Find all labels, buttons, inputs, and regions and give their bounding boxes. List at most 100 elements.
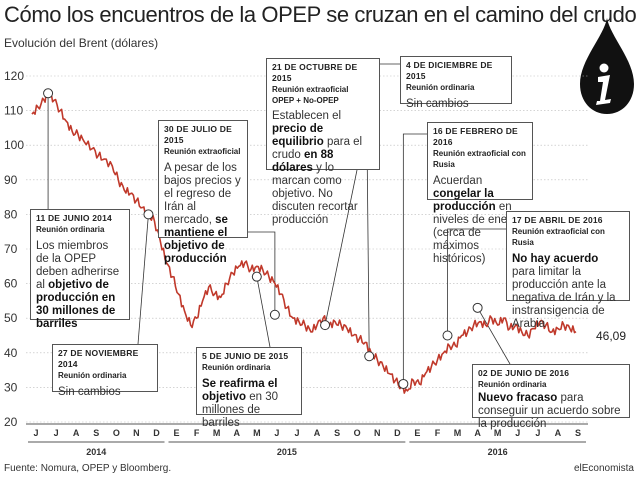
annotation-type: Reunión ordinaria xyxy=(58,371,127,380)
x-month-label: F xyxy=(435,428,441,438)
x-month-label: S xyxy=(334,428,340,438)
annotation-text: Sin cambios xyxy=(406,98,469,110)
annotation-text: No hay acuerdo para limitar la producció… xyxy=(512,253,616,330)
event-marker xyxy=(251,271,262,282)
annotation-text: Se reafirma el objetivo en 30 millones d… xyxy=(202,378,279,429)
chart-subtitle: Evolución del Brent (dólares) xyxy=(4,36,159,50)
x-year-label: 2014 xyxy=(86,447,106,457)
x-year-label: 2016 xyxy=(488,447,508,457)
annotation-date: 30 DE JULIO DE 2015 xyxy=(164,124,232,145)
annotation-2016-06-02: 02 DE JUNIO DE 2016 Reunión ordinaria Nu… xyxy=(472,364,630,430)
brand-logo-text: elEconomista xyxy=(573,463,634,474)
y-axis-ticks: 20 30 40 50 60 70 80 90 100 110 120 xyxy=(4,69,24,429)
x-month-label: J xyxy=(535,428,540,438)
event-marker xyxy=(364,351,375,362)
x-month-label: F xyxy=(194,428,200,438)
y-tick-label: 90 xyxy=(4,173,18,187)
annotation-date: 21 DE OCTUBRE DE 2015 xyxy=(272,62,358,83)
x-month-label: J xyxy=(54,428,59,438)
y-tick-label: 80 xyxy=(4,207,18,221)
annotation-2014-11-27: 27 DE NOVIEMBRE 2014 Reunión ordinaria S… xyxy=(52,344,158,398)
annotation-text: Nuevo fracaso para conseguir un acuerdo … xyxy=(478,392,621,430)
leader-line xyxy=(402,133,427,384)
event-marker xyxy=(442,330,453,341)
x-month-label: N xyxy=(374,428,381,438)
event-marker xyxy=(43,88,54,99)
annotation-date: 02 DE JUNIO DE 2016 xyxy=(478,368,570,378)
event-markers xyxy=(43,88,483,389)
annotation-2015-07-30: 30 DE JULIO DE 2015 Reunión extraoficial… xyxy=(158,120,248,265)
y-tick-label: 40 xyxy=(4,346,18,360)
annotation-2016-04-17: 17 DE ABRIL DE 2016 Reunión extraoficial… xyxy=(506,211,630,330)
event-marker xyxy=(398,378,409,389)
x-month-label: M xyxy=(454,428,462,438)
x-month-label: M xyxy=(253,428,261,438)
annotation-type: Reunión extraoficial xyxy=(164,147,241,156)
annotation-2015-10-21: 21 DE OCTUBRE DE 2015 Reunión extraofici… xyxy=(266,58,380,226)
x-month-label: E xyxy=(174,428,180,438)
leader-line xyxy=(256,276,271,348)
annotation-date: 11 DE JUNIO 2014 xyxy=(36,213,112,223)
annotation-type: Reunión extraoficial con Rusia xyxy=(433,149,526,169)
page-title: Cómo los encuentros de la OPEP se cruzan… xyxy=(4,2,637,27)
x-month-label: S xyxy=(575,428,581,438)
annotation-text: Acuerdan congelar la producción en nivel… xyxy=(433,175,518,265)
annotation-date: 27 DE NOVIEMBRE 2014 xyxy=(58,348,139,369)
y-tick-label: 20 xyxy=(4,415,18,429)
x-month-label: S xyxy=(93,428,99,438)
annotation-date: 5 DE JUNIO DE 2015 xyxy=(202,351,289,361)
leader-line xyxy=(447,228,506,336)
x-month-label: J xyxy=(34,428,39,438)
y-tick-label: 30 xyxy=(4,380,18,394)
x-month-label: N xyxy=(133,428,140,438)
x-month-label: O xyxy=(354,428,361,438)
oil-drop-info-icon xyxy=(580,18,634,114)
source-note: Fuente: Nomura, OPEP y Bloomberg. xyxy=(4,463,172,474)
annotation-2015-12-04: 4 DE DICIEMBRE DE 2015 Reunión ordinaria… xyxy=(400,56,512,110)
annotation-date: 4 DE DICIEMBRE DE 2015 xyxy=(406,60,493,81)
annotation-2015-06-05: 5 DE JUNIO DE 2015 Reunión ordinaria Se … xyxy=(196,347,302,429)
x-month-label: J xyxy=(274,428,279,438)
y-tick-label: 100 xyxy=(4,138,24,152)
x-month-label: A xyxy=(234,428,241,438)
x-month-label: E xyxy=(414,428,420,438)
annotation-type: Reunión ordinaria xyxy=(202,363,271,372)
leader-line xyxy=(137,214,149,345)
x-month-label: A xyxy=(555,428,562,438)
event-marker xyxy=(472,302,483,313)
x-month-label: A xyxy=(474,428,481,438)
annotation-text: Sin cambios xyxy=(58,386,121,398)
x-month-label: A xyxy=(73,428,80,438)
annotation-type: Reunión ordinaria xyxy=(478,380,547,389)
annotation-type-2: OPEP + No-OPEP xyxy=(272,96,339,105)
annotation-type: Reunión ordinaria xyxy=(36,225,105,234)
annotation-date: 17 DE ABRIL DE 2016 xyxy=(512,215,603,225)
x-month-label: D xyxy=(394,428,401,438)
annotation-type: Reunión extraoficial xyxy=(272,85,349,94)
annotation-2014-06-11: 11 DE JUNIO 2014 Reunión ordinaria Los m… xyxy=(30,209,130,330)
x-month-label: J xyxy=(294,428,299,438)
annotation-type: Reunión extraoficial con Rusia xyxy=(512,227,605,247)
x-month-label: M xyxy=(213,428,221,438)
annotation-text: Los miembros de la OPEP deben adherirse … xyxy=(36,240,120,330)
y-tick-label: 120 xyxy=(4,69,24,83)
x-axis: J J A S O N D E F M A M J J A S O N D E F M A M J J A S 2014 2015 2016 xyxy=(26,423,588,457)
event-marker xyxy=(143,209,154,220)
last-value-label: 46,09 xyxy=(596,329,626,343)
x-month-label: O xyxy=(113,428,120,438)
event-marker xyxy=(269,309,280,320)
annotation-date: 16 DE FEBRERO DE 2016 xyxy=(433,126,518,147)
y-tick-label: 60 xyxy=(4,277,18,291)
y-tick-label: 70 xyxy=(4,242,18,256)
annotation-text: Establecen el precio de equilibrio para … xyxy=(272,110,363,226)
x-year-label: 2015 xyxy=(277,447,297,457)
y-tick-label: 110 xyxy=(4,104,23,118)
leader-line xyxy=(477,307,511,365)
x-month-label: A xyxy=(314,428,321,438)
x-month-label: D xyxy=(153,428,160,438)
x-month-label: J xyxy=(515,428,520,438)
annotation-text: A pesar de los bajos precios y el regres… xyxy=(164,162,241,265)
x-month-label: M xyxy=(494,428,502,438)
brent-price-line xyxy=(31,92,577,394)
y-tick-label: 50 xyxy=(4,311,18,325)
